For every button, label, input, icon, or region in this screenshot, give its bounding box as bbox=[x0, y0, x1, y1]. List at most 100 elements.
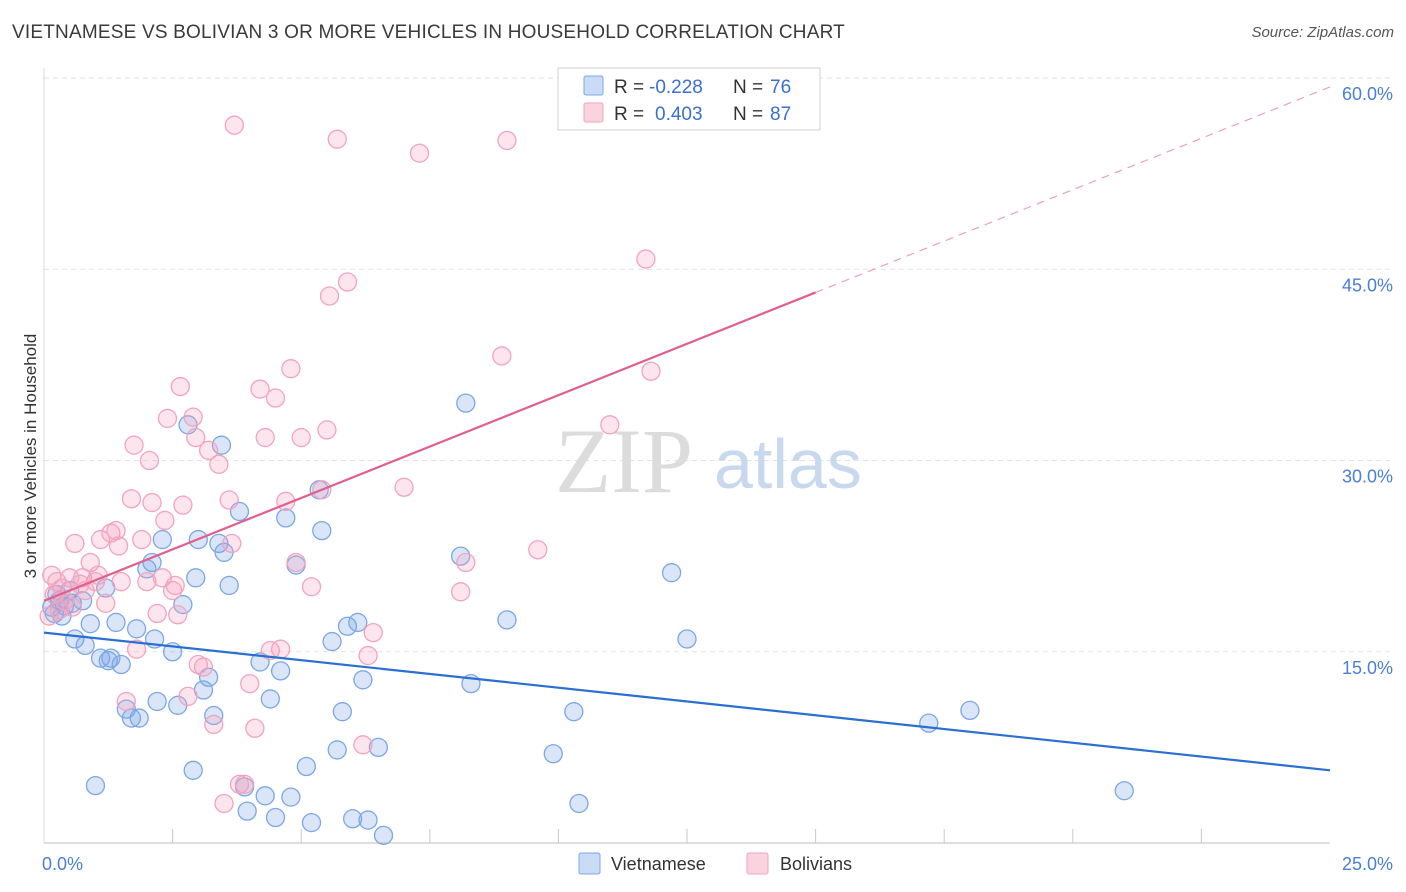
data-point bbox=[75, 635, 95, 656]
legend-r-value-0: -0.228 bbox=[649, 77, 703, 98]
data-point bbox=[342, 809, 363, 829]
legend-r-label-1: R = bbox=[614, 104, 644, 125]
data-point bbox=[327, 129, 347, 149]
series-vietnamese-points bbox=[42, 393, 1134, 845]
data-point bbox=[301, 812, 322, 833]
y-tick-labels: 15.0% 30.0% 45.0% 60.0% bbox=[1342, 84, 1393, 678]
data-point bbox=[96, 593, 116, 613]
data-point bbox=[319, 286, 340, 306]
data-point bbox=[139, 450, 160, 471]
data-point bbox=[155, 510, 175, 531]
data-point bbox=[358, 645, 378, 666]
data-point bbox=[152, 529, 172, 550]
data-point bbox=[193, 657, 214, 677]
data-point bbox=[198, 440, 219, 460]
data-point bbox=[126, 619, 147, 639]
data-point bbox=[250, 379, 270, 399]
legend-n-label-0: N = bbox=[733, 77, 763, 98]
y-tick-label-30: 30.0% bbox=[1342, 467, 1393, 487]
data-point bbox=[497, 130, 517, 151]
watermark-atlas: atlas bbox=[714, 425, 862, 503]
data-point bbox=[229, 774, 250, 794]
data-point bbox=[108, 536, 129, 556]
data-point bbox=[312, 520, 332, 541]
data-point bbox=[245, 718, 265, 738]
data-point bbox=[960, 700, 980, 721]
data-point bbox=[301, 577, 322, 597]
trend-line-extension-1 bbox=[815, 86, 1331, 294]
data-point bbox=[186, 427, 206, 448]
x-tick-label-max: 25.0% bbox=[1342, 854, 1393, 874]
data-point bbox=[165, 575, 185, 596]
data-point bbox=[240, 673, 260, 694]
data-point bbox=[234, 774, 255, 794]
data-point bbox=[543, 744, 563, 764]
data-point bbox=[224, 115, 244, 135]
data-point bbox=[281, 359, 301, 379]
data-point bbox=[265, 388, 286, 408]
data-point bbox=[368, 737, 389, 758]
data-point bbox=[564, 702, 584, 722]
data-point bbox=[80, 614, 100, 634]
data-point bbox=[90, 648, 111, 668]
trend-lines bbox=[43, 86, 1331, 772]
data-point bbox=[348, 612, 368, 633]
data-point bbox=[178, 686, 198, 707]
x-tick-label-min: 0.0% bbox=[42, 854, 83, 874]
data-point bbox=[291, 427, 311, 448]
data-point bbox=[219, 575, 239, 596]
bottom-legend-label-vietnamese: Vietnamese bbox=[611, 854, 706, 874]
data-point bbox=[219, 490, 239, 510]
data-point bbox=[337, 272, 358, 292]
legend-n-value-0: 76 bbox=[770, 77, 791, 98]
data-point bbox=[168, 605, 188, 625]
data-point bbox=[162, 580, 183, 601]
data-point bbox=[157, 408, 178, 429]
trend-line-1 bbox=[43, 291, 817, 602]
legend-swatch-bolivians bbox=[583, 102, 604, 123]
data-point bbox=[451, 546, 471, 566]
data-point bbox=[129, 708, 149, 728]
legend-r-label-0: R = bbox=[614, 77, 644, 98]
data-point bbox=[661, 563, 682, 583]
data-point bbox=[106, 520, 126, 541]
chart-title: VIETNAMESE VS BOLIVIAN 3 OR MORE VEHICLE… bbox=[12, 22, 845, 43]
data-point bbox=[121, 489, 142, 509]
data-point bbox=[170, 376, 190, 397]
data-point bbox=[142, 492, 162, 513]
data-point bbox=[222, 533, 242, 554]
data-point bbox=[186, 568, 206, 588]
data-point bbox=[204, 714, 224, 735]
bottom-legend-label-bolivians: Bolivians bbox=[780, 854, 852, 874]
data-point bbox=[237, 801, 257, 821]
data-point bbox=[456, 393, 476, 413]
data-point bbox=[188, 654, 208, 675]
data-point bbox=[327, 740, 347, 760]
data-point bbox=[317, 420, 337, 440]
data-point bbox=[39, 606, 59, 626]
data-point bbox=[101, 648, 121, 668]
y-tick-label-15: 15.0% bbox=[1342, 658, 1393, 678]
data-point bbox=[209, 454, 229, 474]
data-point bbox=[641, 361, 661, 381]
grid-lines bbox=[44, 77, 1392, 653]
y-tick-label-45: 45.0% bbox=[1342, 275, 1393, 295]
data-point bbox=[90, 529, 111, 550]
data-point bbox=[353, 670, 373, 690]
data-point bbox=[255, 427, 275, 448]
data-point bbox=[569, 793, 589, 814]
data-point bbox=[497, 610, 517, 630]
data-point bbox=[1114, 781, 1134, 801]
bottom-legend-swatch-bolivians bbox=[746, 852, 769, 875]
data-point bbox=[337, 616, 358, 636]
data-point bbox=[62, 597, 82, 617]
data-point bbox=[183, 407, 203, 427]
data-point bbox=[677, 629, 697, 649]
data-point bbox=[600, 415, 620, 435]
legend-n-value-1: 87 bbox=[770, 104, 791, 125]
data-point bbox=[265, 807, 286, 828]
data-point bbox=[276, 508, 296, 528]
x-axis-ticks bbox=[172, 829, 1202, 843]
data-point bbox=[919, 713, 939, 733]
